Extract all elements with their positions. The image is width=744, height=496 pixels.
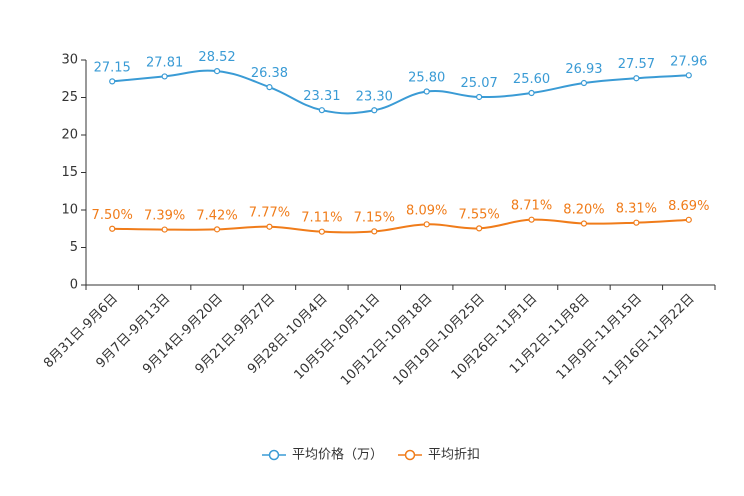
data-label: 7.42% [196,208,237,223]
data-label: 7.39% [144,209,185,224]
legend-label-1[interactable]: 平均折扣 [428,448,480,463]
data-point [318,228,325,235]
data-label: 27.96 [670,54,707,69]
data-point [528,216,535,223]
data-point [476,225,483,232]
data-label: 8.71% [511,199,552,214]
data-point [371,107,378,114]
data-point [213,226,221,233]
data-point [528,89,535,97]
data-point [580,79,588,87]
y-tick-label: 30 [61,53,78,68]
data-label: 8.20% [563,203,604,218]
data-point [633,219,640,226]
data-point [213,67,221,75]
data-label: 25.80 [408,71,445,86]
x-tick-label: 11月16日-11月22日 [600,291,697,388]
data-label: 25.60 [513,72,550,87]
data-label: 23.31 [303,89,340,104]
data-label: 7.11% [301,211,342,226]
data-point [109,78,116,85]
data-point [580,220,588,227]
y-tick-label: 20 [61,128,78,143]
y-tick-label: 5 [70,240,78,255]
data-label: 8.31% [616,202,657,217]
data-point [318,107,325,114]
data-point [476,93,483,101]
data-label: 27.81 [146,55,183,70]
data-label: 8.09% [406,203,447,218]
data-point [685,72,692,79]
data-label: 7.50% [92,208,133,223]
data-label: 7.55% [458,207,499,222]
legend-label-0[interactable]: 平均价格（万） [292,447,383,463]
data-point [633,75,640,82]
data-point [371,228,378,235]
series-line-0 [112,69,689,115]
data-label: 28.52 [198,50,235,65]
data-label: 23.30 [356,89,393,104]
y-tick-label: 25 [61,90,78,105]
data-label: 7.77% [249,206,290,221]
data-label: 8.69% [668,199,709,214]
y-tick-label: 0 [70,278,78,293]
data-point [109,225,116,232]
y-tick-label: 10 [61,203,78,218]
data-label: 27.57 [618,57,655,72]
data-point [161,226,168,233]
data-label: 26.93 [565,62,602,77]
data-point [685,216,692,223]
data-point [266,84,273,91]
x-tick-label: 10月12日-10月18日 [338,291,435,388]
data-point [266,223,273,230]
data-point [423,88,430,95]
data-label: 7.15% [354,210,395,225]
data-label: 26.38 [251,66,288,81]
data-point [423,221,430,228]
legend-marker-icon [404,449,416,461]
x-tick-label: 10月19日-10月25日 [390,291,487,388]
y-tick-label: 15 [61,165,78,180]
series-line-1 [112,218,689,234]
data-label: 25.07 [461,76,498,91]
data-point [161,73,168,80]
data-label: 27.15 [94,60,131,75]
legend-marker-icon [268,449,280,461]
